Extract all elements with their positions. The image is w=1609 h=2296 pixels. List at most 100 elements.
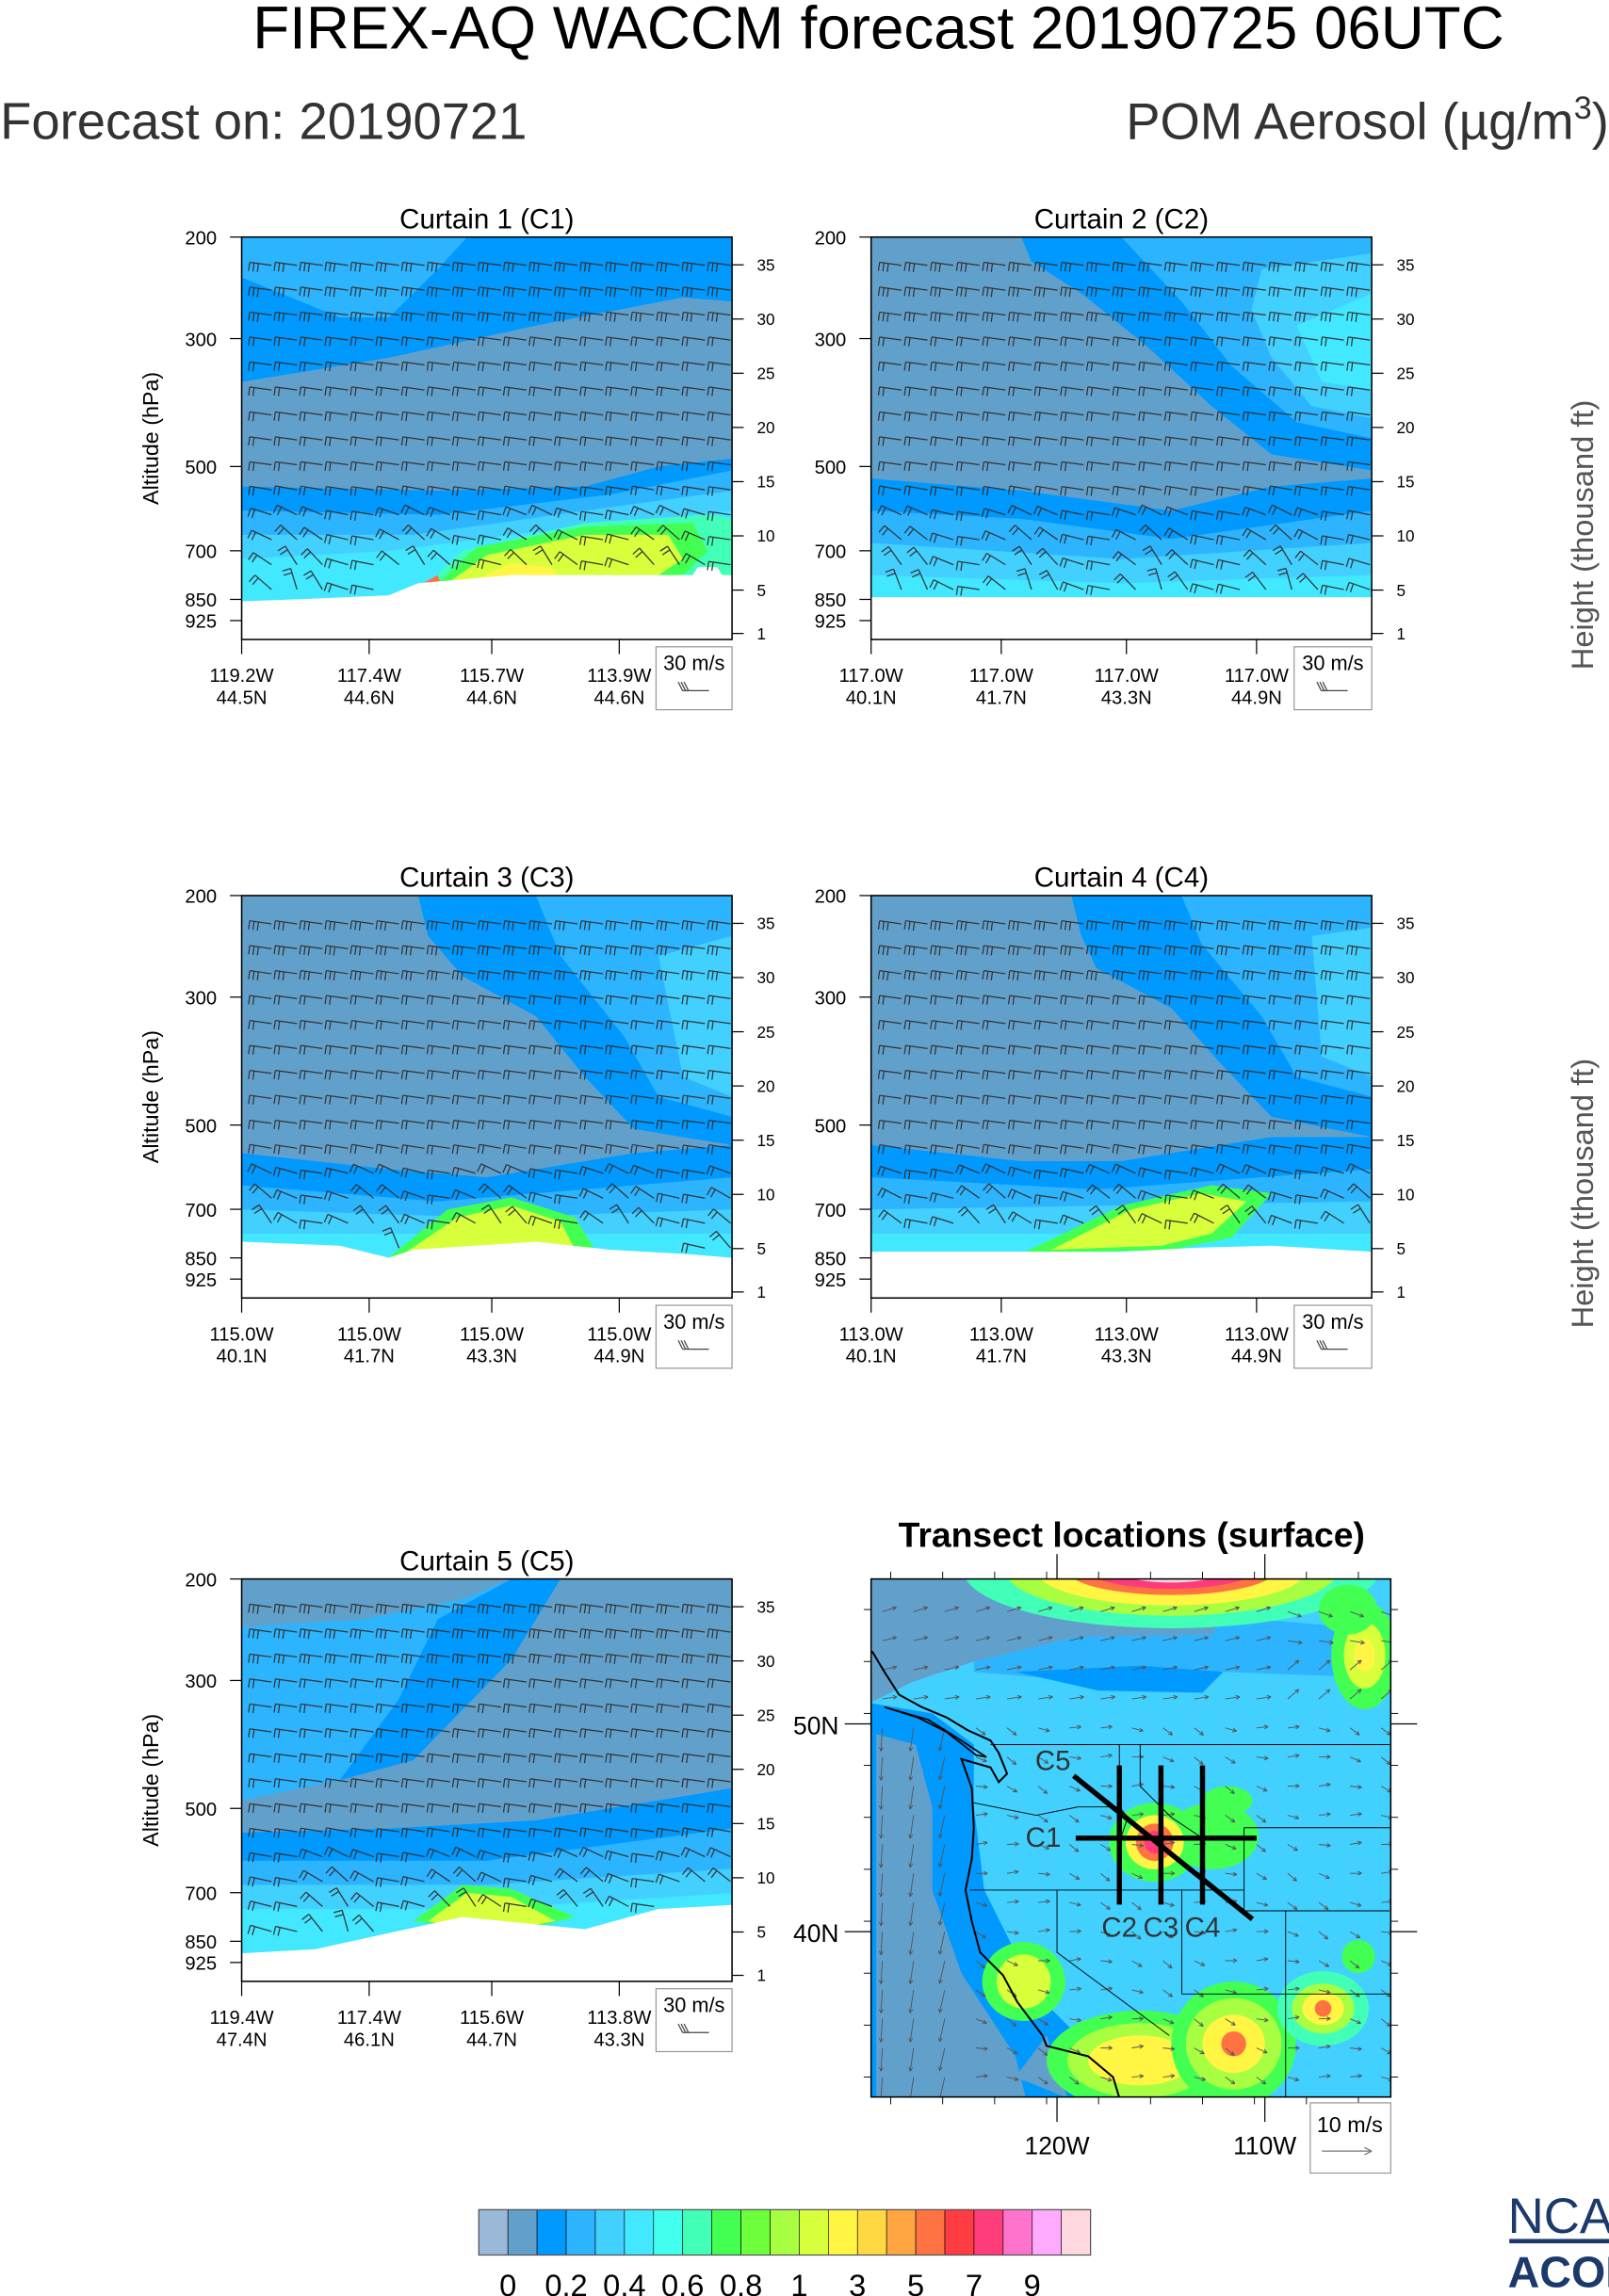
wind-barb [349, 436, 374, 446]
wind-barb [1190, 1044, 1214, 1055]
wind-barb [982, 411, 1006, 422]
wind-barb [681, 1120, 706, 1130]
wind-arrow [1069, 1986, 1081, 1992]
wind-barb [1112, 261, 1136, 272]
wind-barb [605, 920, 629, 931]
wind-barb [1190, 1144, 1214, 1155]
wind-barb [426, 461, 450, 472]
wind-arrow [1162, 1901, 1175, 1907]
wind-barb [605, 361, 629, 372]
wind-barb [349, 535, 374, 546]
wind-barb [1242, 1143, 1266, 1155]
wind-barb [1163, 361, 1188, 372]
wind-barb [1320, 336, 1344, 347]
concentration-blob [1314, 1999, 1332, 2017]
wind-barb [554, 461, 578, 472]
wind-barb [1085, 510, 1111, 521]
wind-barb [955, 536, 980, 546]
wind-barb [400, 1120, 425, 1130]
wind-barb [1007, 361, 1032, 372]
wind-barb [1085, 361, 1111, 372]
wind-barb [955, 560, 980, 572]
x-tick-lon: 113.0W [969, 1324, 1033, 1345]
wind-arrow [1256, 1957, 1269, 1962]
y-tick-label: 700 [185, 1884, 217, 1904]
x-tick-lon: 119.4W [210, 2008, 274, 2029]
wind-barb [1112, 551, 1136, 566]
wind-barb [349, 1753, 374, 1764]
wind-barb [1007, 945, 1032, 956]
wind-barb [680, 1847, 706, 1858]
wind-barb [375, 920, 399, 931]
wind-barb [299, 286, 323, 298]
wind-arrow [1038, 1694, 1053, 1700]
wind-barb [1033, 386, 1058, 396]
curtain-2-panel: Curtain 2 (C2)20030050070085092535302520… [815, 203, 1600, 711]
wind-barb [681, 1827, 706, 1837]
wind-barb [451, 1603, 476, 1614]
wind-barb [400, 1653, 425, 1664]
wind-barb [1163, 311, 1188, 322]
y-tick-label: 500 [815, 458, 847, 478]
wind-barb [273, 1728, 298, 1738]
wind-barb [1112, 970, 1136, 981]
wind-arrow [913, 1636, 929, 1641]
wind-barb [1216, 361, 1241, 372]
wind-barb [477, 1849, 502, 1860]
colorbar-label: 9 [1024, 2268, 1041, 2296]
wind-arrow [1131, 2044, 1144, 2049]
wind-barb [1268, 461, 1292, 472]
wind-barb [1060, 1144, 1084, 1155]
concentration-blob [1341, 1939, 1375, 1974]
wind-barb [528, 1851, 553, 1862]
wind-barb [656, 1678, 680, 1689]
wind-barb [982, 461, 1006, 472]
wind-barb [400, 386, 425, 396]
wind-arrow [1162, 1665, 1178, 1671]
wind-barb [528, 461, 553, 472]
wind-arrow [1100, 1844, 1112, 1851]
wind-arrow [1037, 1756, 1049, 1764]
wind-barbs [247, 1603, 731, 1936]
wind-barb [248, 1120, 272, 1130]
wind-barb [955, 336, 980, 347]
wind-barb [324, 1044, 349, 1055]
wind-barb [707, 920, 731, 931]
wind-barb [528, 1898, 553, 1909]
wind-barb [1190, 361, 1214, 372]
colorbar-label: 1 [790, 2268, 807, 2296]
wind-barb [1346, 970, 1371, 981]
wind-barb [1085, 1070, 1111, 1080]
wind-arrow [975, 2074, 988, 2078]
wind-barb [1060, 261, 1084, 272]
wind-barb [1268, 1020, 1292, 1030]
wind-arrow [1069, 2017, 1081, 2023]
wind-barb [299, 526, 323, 541]
wind-barb [1268, 361, 1292, 372]
wind-barb [681, 1628, 706, 1640]
wind-barb [1293, 507, 1319, 518]
curtain-1-panel: Curtain 1 (C1)200300500700850925Altitude… [138, 203, 774, 711]
wind-barb [451, 534, 476, 545]
wind-barb [579, 1803, 604, 1814]
wind-barb [1242, 1044, 1266, 1055]
wind-barb [982, 436, 1006, 446]
wind-barb [877, 505, 902, 516]
wind-barb [1216, 311, 1241, 322]
y-tick-label: 200 [815, 228, 847, 249]
wind-arrow [1256, 1929, 1269, 1934]
wind-barb [1112, 920, 1136, 931]
wind-barb [930, 1044, 954, 1055]
wind-barb [528, 386, 553, 396]
wind-barb [579, 994, 604, 1005]
reference-vector-label: 30 m/s [1302, 652, 1363, 675]
wind-barb [375, 1703, 399, 1714]
wind-barb [299, 386, 323, 396]
wind-barb [248, 1827, 272, 1838]
wind-barb [707, 1703, 731, 1714]
wind-barb [630, 1778, 655, 1788]
wind-barb [1060, 1020, 1084, 1030]
wind-barb [502, 1753, 528, 1764]
wind-arrow [1038, 1899, 1050, 1904]
wind-arrow [908, 1873, 915, 1898]
